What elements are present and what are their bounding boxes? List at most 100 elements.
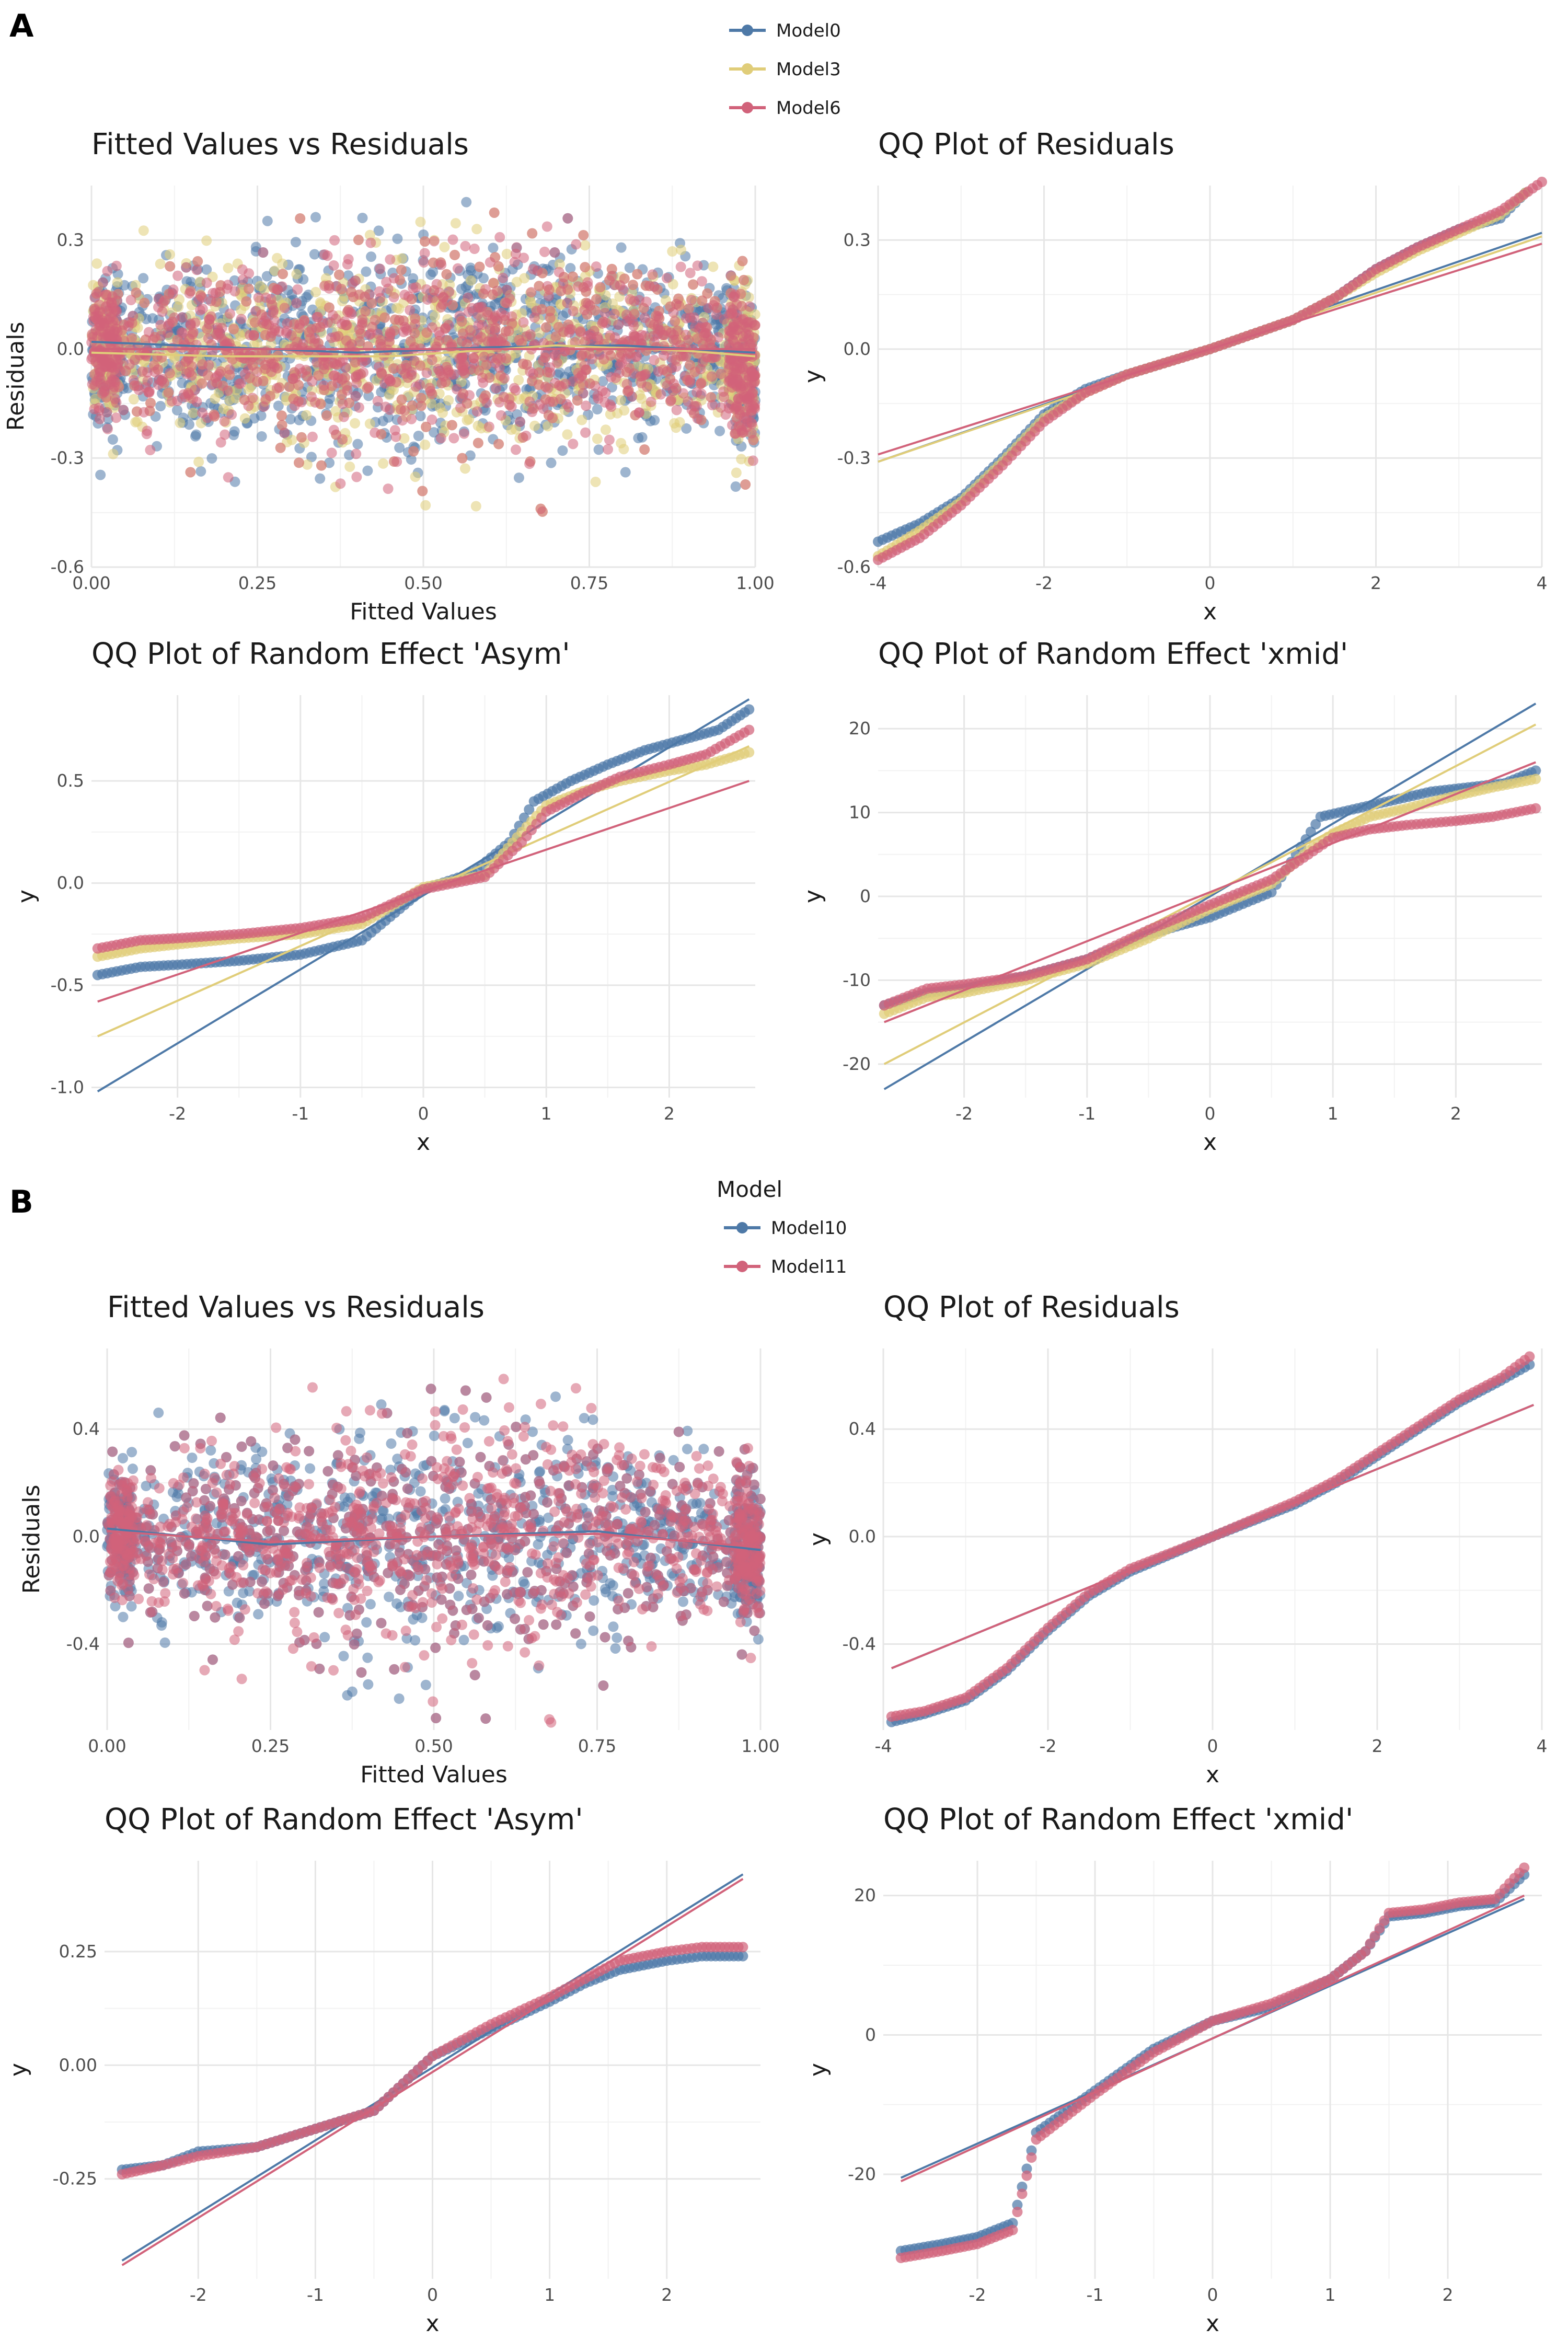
- scatter-point: [555, 394, 566, 405]
- scatter-point: [490, 252, 501, 263]
- scatter-point: [629, 308, 640, 319]
- scatter-point: [446, 420, 457, 431]
- scatter-point: [729, 321, 740, 332]
- scatter-point: [620, 467, 631, 478]
- scatter-point: [197, 303, 208, 314]
- scatter-point: [544, 284, 555, 295]
- scatter-point: [735, 289, 746, 299]
- scatter-point: [495, 410, 506, 421]
- scatter-point: [488, 243, 499, 253]
- scatter-point: [589, 326, 599, 337]
- x-tick-label: 0.25: [238, 573, 276, 593]
- scatter-point: [441, 269, 452, 280]
- x-tick-label: 1.00: [736, 573, 774, 593]
- scatter-point: [490, 299, 501, 310]
- scatter-point: [131, 287, 142, 298]
- scatter-point: [471, 406, 482, 417]
- scatter-point: [575, 326, 586, 337]
- scatter-point: [389, 425, 400, 436]
- scatter-point: [407, 400, 418, 411]
- scatter-point: [469, 244, 480, 255]
- scatter-point: [210, 393, 221, 404]
- scatter-point: [394, 442, 405, 453]
- scatter-point: [457, 328, 468, 339]
- scatter-point: [155, 401, 166, 412]
- scatter-point: [302, 371, 313, 382]
- scatter-point: [204, 314, 215, 325]
- scatter-point: [138, 273, 149, 284]
- qq-point: [744, 704, 755, 715]
- scatter-point: [481, 360, 492, 371]
- scatter-point: [465, 275, 476, 286]
- scatter-point: [415, 216, 426, 227]
- y-tick-label: -1.0: [51, 1077, 84, 1097]
- scatter-point: [604, 434, 615, 445]
- scatter-point: [315, 297, 326, 308]
- scatter-point: [604, 275, 615, 286]
- scatter-point: [490, 383, 501, 394]
- scatter-point: [744, 330, 755, 341]
- scatter-point: [681, 423, 692, 434]
- scatter-point: [110, 394, 121, 405]
- scatter-point: [457, 453, 468, 464]
- scatter-point: [327, 381, 338, 391]
- scatter-point: [113, 382, 124, 393]
- scatter-point: [145, 398, 156, 409]
- legend-label: Model11: [771, 1256, 847, 1277]
- scatter-point: [402, 372, 413, 383]
- scatter-point: [562, 213, 573, 224]
- scatter-point: [658, 350, 669, 361]
- scatter-point: [615, 395, 626, 406]
- scatter-point: [597, 376, 608, 387]
- scatter-point: [143, 387, 154, 398]
- scatter-point: [126, 317, 137, 328]
- scatter-point: [415, 410, 426, 421]
- scatter-point: [307, 431, 318, 442]
- scatter-point: [185, 467, 196, 478]
- scatter-point: [539, 352, 550, 363]
- scatter-point: [562, 297, 573, 308]
- scatter-point: [593, 444, 604, 455]
- scatter-point: [239, 413, 250, 424]
- scatter-point: [549, 247, 560, 258]
- scatter-point: [659, 330, 670, 341]
- scatter-point: [707, 353, 718, 364]
- scatter-point: [341, 381, 352, 391]
- scatter-point: [350, 418, 361, 429]
- scatter-point: [591, 261, 602, 272]
- chart-title: Fitted Values vs Residuals: [91, 128, 469, 162]
- scatter-point: [271, 284, 282, 295]
- scatter-point: [260, 330, 271, 341]
- scatter-point: [731, 413, 742, 424]
- scatter-point: [739, 274, 750, 285]
- scatter-point: [279, 303, 290, 314]
- scatter-point: [540, 394, 551, 405]
- scatter-point: [102, 266, 113, 276]
- scatter-point: [584, 300, 595, 311]
- scatter-point: [362, 465, 373, 476]
- scatter-point: [525, 329, 536, 340]
- scatter-point: [515, 417, 526, 428]
- scatter-point: [516, 308, 527, 319]
- scatter-point: [458, 388, 469, 399]
- scatter-point: [738, 314, 749, 325]
- scatter-point: [580, 240, 591, 251]
- x-tick-label: -2: [169, 1103, 186, 1124]
- chart-panel-3: -2 -1 0 1 2-1.0-0.50.00.5QQ Plot of Random E…: [13, 637, 755, 1156]
- scatter-point: [413, 431, 424, 442]
- scatter-point: [539, 246, 550, 257]
- scatter-point: [175, 418, 186, 429]
- scatter-point: [229, 286, 240, 297]
- scatter-point: [706, 392, 717, 403]
- scatter-point: [139, 297, 150, 308]
- scatter-point: [665, 396, 676, 407]
- scatter-point: [220, 429, 230, 440]
- scatter-point: [609, 308, 620, 319]
- scatter-point: [580, 427, 591, 438]
- scatter-point: [112, 289, 123, 299]
- scatter-point: [676, 245, 687, 256]
- scatter-point: [639, 444, 650, 455]
- scatter-point: [333, 331, 344, 342]
- scatter-point: [683, 303, 694, 314]
- scatter-point: [362, 383, 373, 394]
